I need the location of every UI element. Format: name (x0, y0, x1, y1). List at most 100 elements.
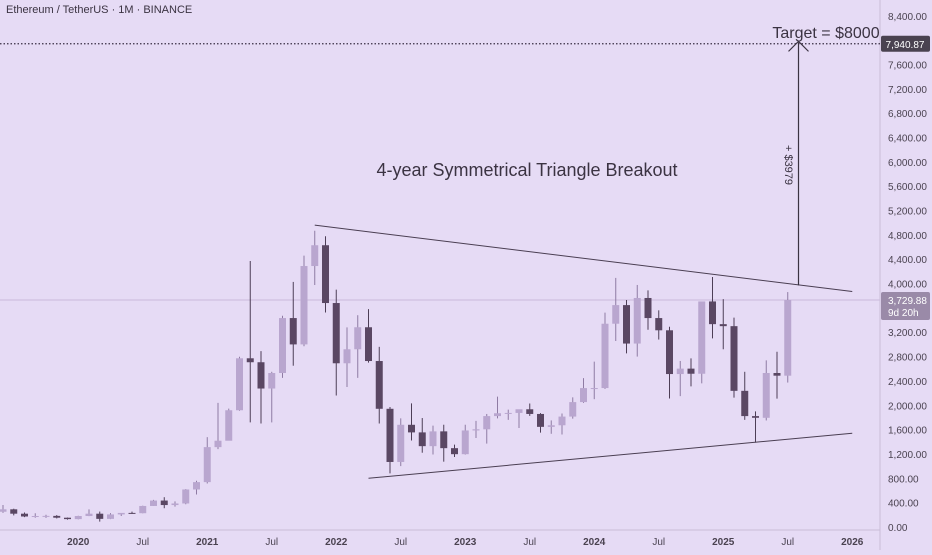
candle-body (257, 362, 265, 389)
candle (698, 301, 706, 384)
candle-body (784, 299, 792, 376)
candle (461, 424, 469, 455)
price-tick-label: 6,000.00 (888, 158, 927, 169)
candle (440, 424, 448, 462)
price-tick-label: 1,600.00 (888, 426, 927, 437)
price-tick-label: 4,400.00 (888, 255, 927, 266)
candle-body (644, 297, 652, 319)
candle (31, 513, 39, 518)
candle (279, 315, 286, 378)
candle (515, 409, 523, 429)
candle-body (569, 402, 577, 417)
candle (451, 444, 458, 457)
candle (257, 351, 265, 424)
candle-body (150, 500, 157, 506)
time-tick-label: 2021 (196, 537, 219, 548)
price-tick-label: 7,600.00 (888, 61, 927, 72)
target-price-tag: 7,940.87 (881, 35, 930, 52)
candle (322, 236, 329, 313)
candle-body (472, 429, 480, 431)
candle-body (107, 514, 114, 519)
price-tick-label: 6,400.00 (888, 134, 927, 145)
candle-body (332, 303, 340, 364)
candle (612, 277, 620, 342)
candle (537, 413, 544, 433)
candle-body (182, 489, 190, 504)
candle (752, 411, 759, 443)
candle-body (537, 413, 544, 427)
candle (107, 513, 114, 520)
candle (569, 397, 577, 419)
candle-body (246, 358, 254, 363)
time-tick-label: 2025 (712, 537, 735, 548)
candle (580, 378, 587, 403)
candle-body (730, 326, 738, 391)
candle (676, 360, 684, 397)
candle-body (279, 318, 286, 374)
candle (160, 497, 168, 509)
price-tick-label: 3,200.00 (888, 328, 927, 339)
candle (762, 360, 770, 421)
candle (644, 290, 652, 330)
candle (171, 501, 179, 507)
candle (10, 508, 18, 516)
target-tag-value: 7,940.87 (886, 40, 925, 51)
pattern-title: 4-year Symmetrical Triangle Breakout (376, 160, 677, 180)
trendline-lower (368, 432, 853, 479)
candle (590, 361, 598, 400)
candle (386, 406, 394, 474)
candle (526, 403, 534, 416)
price-tick-label: 800.00 (888, 474, 919, 485)
candle (504, 409, 512, 420)
candle (558, 413, 566, 435)
candle (74, 515, 82, 520)
trendlines (314, 224, 853, 479)
price-tick-label: 8,400.00 (888, 12, 927, 23)
candle-body (504, 412, 512, 414)
candle (236, 356, 243, 411)
candle-body (42, 515, 50, 517)
price-tick-label: 5,200.00 (888, 207, 927, 218)
current-tag-countdown: 9d 20h (888, 308, 919, 319)
candle-body (193, 482, 200, 490)
candle (182, 489, 190, 505)
candle (0, 504, 7, 513)
candle-body (526, 409, 534, 414)
candle (408, 403, 415, 441)
candle (64, 517, 71, 520)
candle (375, 346, 383, 424)
candle-body (719, 324, 727, 327)
candle-body (343, 349, 351, 364)
candle (494, 396, 501, 419)
price-tick-label: 2,400.00 (888, 377, 927, 388)
candle-body (53, 515, 61, 518)
candle-body (289, 318, 297, 345)
candle-body (547, 425, 555, 427)
candle (623, 299, 630, 354)
candle-body (214, 440, 222, 448)
candle (730, 317, 738, 398)
candle (633, 284, 641, 357)
price-tick-label: 4,000.00 (888, 280, 927, 291)
price-tick-label: 4,800.00 (888, 231, 927, 242)
candle (687, 358, 695, 387)
candle-body (21, 513, 28, 517)
candle-body (117, 512, 125, 515)
candle-body (386, 408, 394, 462)
candle (85, 509, 93, 517)
candle-body (687, 368, 695, 374)
candle-body (580, 388, 587, 403)
candle (397, 418, 405, 467)
candle-body (139, 505, 147, 514)
candle-body (773, 373, 781, 376)
candle (311, 230, 319, 286)
time-tick-label: 2023 (454, 537, 477, 548)
candle (150, 499, 157, 506)
candle (418, 418, 426, 453)
candle (472, 420, 480, 439)
candle-body (666, 330, 673, 375)
breakout-arrow (788, 40, 809, 286)
